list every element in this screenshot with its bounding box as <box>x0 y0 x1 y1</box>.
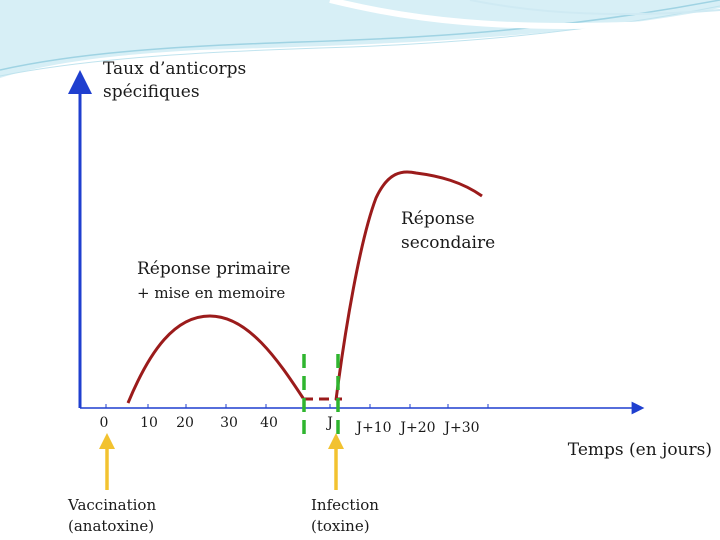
tick-label-10: 10 <box>140 415 158 431</box>
tick-label-30: 30 <box>220 415 238 431</box>
infection-label-line2: (toxine) <box>311 517 370 535</box>
tick-label-j10: J+10 <box>354 420 391 436</box>
secondary-response-label-line2: secondaire <box>401 233 495 253</box>
vaccination-label-line1: Vaccination <box>67 496 156 514</box>
primary-response-curve <box>126 314 305 404</box>
tick-label-0: 0 <box>100 415 109 431</box>
y-axis-title-line1: Taux d’anticorps <box>103 59 246 79</box>
y-axis-title-line2: spécifiques <box>103 82 200 102</box>
vaccination-arrow <box>99 433 115 490</box>
tick-label-40: 40 <box>260 415 278 431</box>
tick-label-j30: J+30 <box>442 420 479 436</box>
infection-arrow <box>328 433 344 490</box>
secondary-response-label-line1: Réponse <box>401 209 475 229</box>
memory-note-label: + mise en memoire <box>137 284 285 302</box>
tick-label-20: 20 <box>176 415 194 431</box>
vaccination-label-line2: (anatoxine) <box>68 517 154 535</box>
secondary-response-curve <box>334 170 483 401</box>
tick-label-j20: J+20 <box>398 420 435 436</box>
tick-label-j: J <box>325 415 333 431</box>
primary-response-label: Réponse primaire <box>137 259 290 279</box>
x-axis-title: Temps (en jours) <box>568 440 712 460</box>
x-axis-ticks <box>105 404 489 408</box>
infection-label-line1: Infection <box>311 496 379 514</box>
header-wave-decoration <box>0 0 720 78</box>
